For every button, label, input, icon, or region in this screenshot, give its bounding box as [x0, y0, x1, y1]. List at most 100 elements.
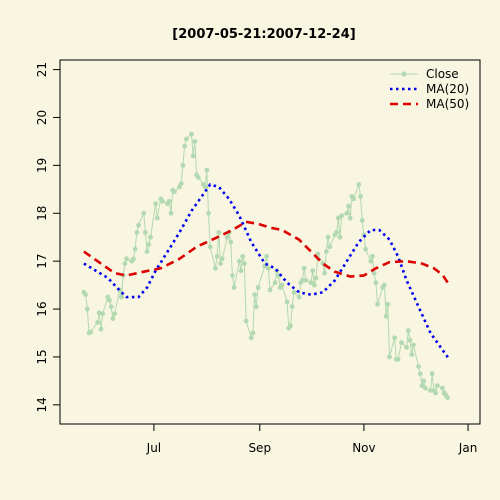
series-close-point: [303, 277, 309, 283]
series-close-point: [238, 268, 244, 274]
series-close-point: [300, 277, 305, 283]
series-close-point: [370, 253, 375, 259]
series-close-point: [356, 182, 362, 187]
series-close-point: [344, 210, 350, 216]
series-close-point: [308, 280, 314, 286]
series-close-point: [252, 292, 258, 298]
series-close-point: [334, 230, 339, 235]
series-close-point: [204, 167, 210, 173]
series-close-point: [337, 234, 343, 240]
series-close-point: [272, 280, 278, 286]
series-close-point: [429, 371, 435, 377]
series-close-point: [214, 253, 220, 259]
series-close-point: [202, 184, 208, 190]
series-close-point: [153, 201, 159, 207]
legend-ma20-label: MA(20): [426, 82, 469, 96]
series-close-point: [265, 265, 271, 271]
series-close-point: [241, 261, 247, 266]
series-close-point: [119, 294, 124, 300]
series-close-point: [404, 344, 409, 350]
series-close-point: [180, 162, 186, 168]
series-close-point: [322, 270, 328, 276]
series-close-point: [416, 364, 421, 369]
series-close-point: [428, 388, 433, 393]
series-close-point: [383, 313, 389, 319]
series-close-point: [207, 244, 213, 250]
series-close-point: [255, 285, 261, 290]
y-tick-label: 18: [35, 206, 49, 221]
series-close-point: [132, 246, 138, 252]
legend-close-marker: [401, 71, 407, 77]
legend-close-label: Close: [426, 67, 459, 81]
series-close-point: [206, 210, 211, 216]
series-close-point: [224, 234, 230, 240]
y-tick-label: 14: [35, 397, 49, 412]
series-close-point: [182, 143, 188, 149]
series-close-point: [219, 256, 225, 262]
series-close-point: [368, 258, 374, 264]
y-tick-label: 20: [35, 110, 49, 125]
series-close-point: [228, 239, 234, 245]
series-ma50-line: [83, 220, 451, 286]
series-close-point: [296, 294, 302, 300]
series-close-point: [216, 230, 222, 235]
series-close-point: [142, 230, 148, 235]
y-tick-label: 19: [35, 158, 49, 173]
series-close-point: [100, 311, 106, 317]
x-axis: Jul Sep Nov Jan: [146, 424, 478, 455]
series-close-point: [236, 258, 242, 264]
series-close-point: [166, 198, 172, 204]
series-close-point: [95, 320, 100, 325]
series-close-point: [240, 253, 246, 259]
series-close-point: [359, 218, 365, 223]
series-close-point: [327, 244, 333, 250]
x-tick-label: Jul: [146, 441, 161, 455]
series-ma20-line: [83, 183, 451, 361]
x-tick-label: Jan: [458, 441, 478, 455]
series-close-point: [339, 213, 345, 219]
series-close-point: [195, 174, 201, 180]
series-close-point: [267, 287, 273, 293]
series-close-point: [218, 261, 223, 266]
series-close-point: [171, 189, 177, 195]
series-close-point: [192, 139, 198, 144]
series-close-point: [310, 268, 316, 274]
series-close-point: [264, 253, 269, 259]
x-tick-label: Nov: [352, 441, 375, 455]
series-close-point: [405, 328, 411, 334]
series-close-point: [122, 261, 128, 266]
series-close-point: [399, 340, 404, 345]
series-close-point: [358, 194, 363, 199]
series-close-point: [212, 265, 218, 271]
series-close-point: [112, 311, 118, 317]
series-close-point: [253, 304, 259, 310]
chart-title: [2007-05-21:2007-12-24]: [172, 27, 355, 42]
series-close-point: [146, 241, 152, 247]
legend-ma50-label: MA(50): [426, 97, 469, 111]
series-close-point: [346, 203, 351, 209]
series-close-point: [301, 265, 307, 271]
series-close-point: [288, 323, 293, 329]
series-close-point: [250, 330, 256, 336]
series-close-point: [83, 292, 89, 298]
series-close-point: [433, 390, 439, 396]
series-close-point: [124, 256, 129, 262]
series-close-point: [160, 198, 165, 204]
series-close-point: [422, 385, 428, 391]
series-close-point: [108, 304, 114, 310]
series-close-point: [289, 304, 295, 310]
series-close-point: [311, 282, 317, 288]
x-tick-label: Sep: [248, 441, 271, 455]
series-close-point: [407, 337, 413, 343]
plot-area: [81, 131, 451, 401]
series-close-point: [110, 316, 116, 322]
series-close-point: [248, 335, 254, 341]
series-close-point: [421, 378, 427, 384]
series-close-point: [154, 215, 160, 221]
y-tick-label: 15: [35, 349, 49, 364]
series-close-point: [231, 285, 237, 290]
series-close-point: [107, 298, 112, 303]
series-close-point: [141, 210, 147, 216]
series-close-point: [419, 383, 425, 389]
